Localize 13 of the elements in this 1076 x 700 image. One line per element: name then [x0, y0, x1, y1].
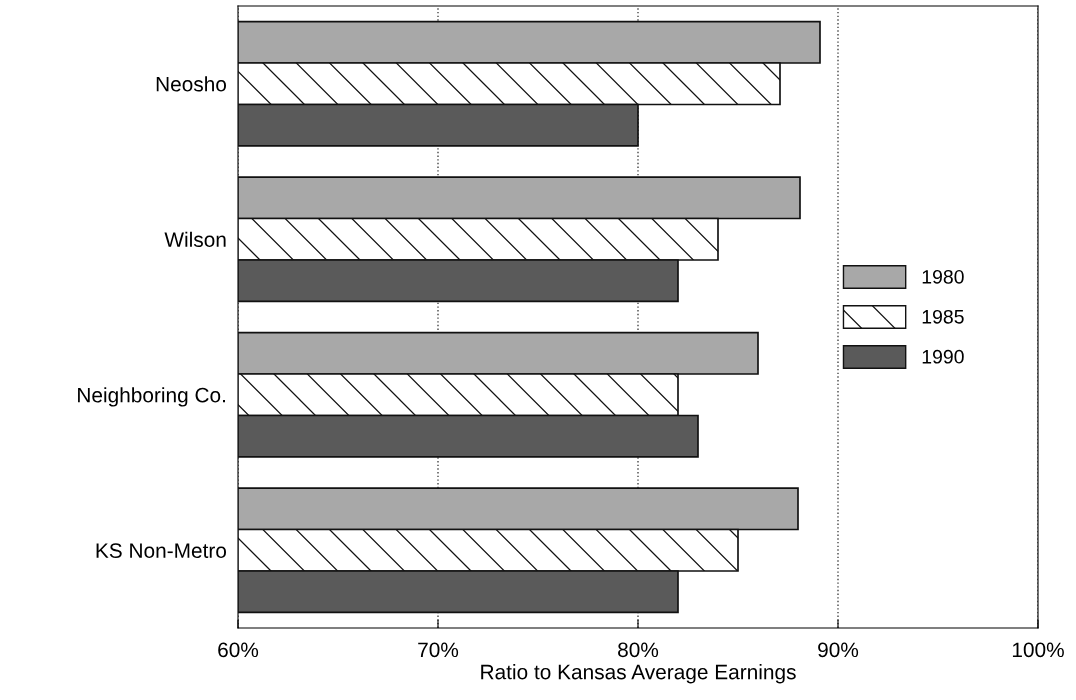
x-tick-label: 70% — [418, 642, 459, 658]
text: 1985 — [922, 309, 964, 324]
y-tick-label: Wilson — [164, 231, 226, 247]
y-tick-label: Neosho — [156, 76, 227, 92]
y-tick-label: KS Non-Metro — [96, 543, 227, 558]
y-tick-label: Neighboring Co. — [78, 387, 225, 407]
legend-label: 1980 — [922, 269, 964, 284]
x-tick-label: 80% — [618, 642, 659, 658]
x-tick-label: 60% — [218, 642, 259, 658]
x-axis-title: Ratio to Kansas Average Earnings — [481, 664, 796, 684]
legend-label: 1990 — [922, 349, 964, 364]
x-tick-label: 90% — [818, 642, 859, 658]
x-tick-label: 100% — [1012, 642, 1064, 658]
